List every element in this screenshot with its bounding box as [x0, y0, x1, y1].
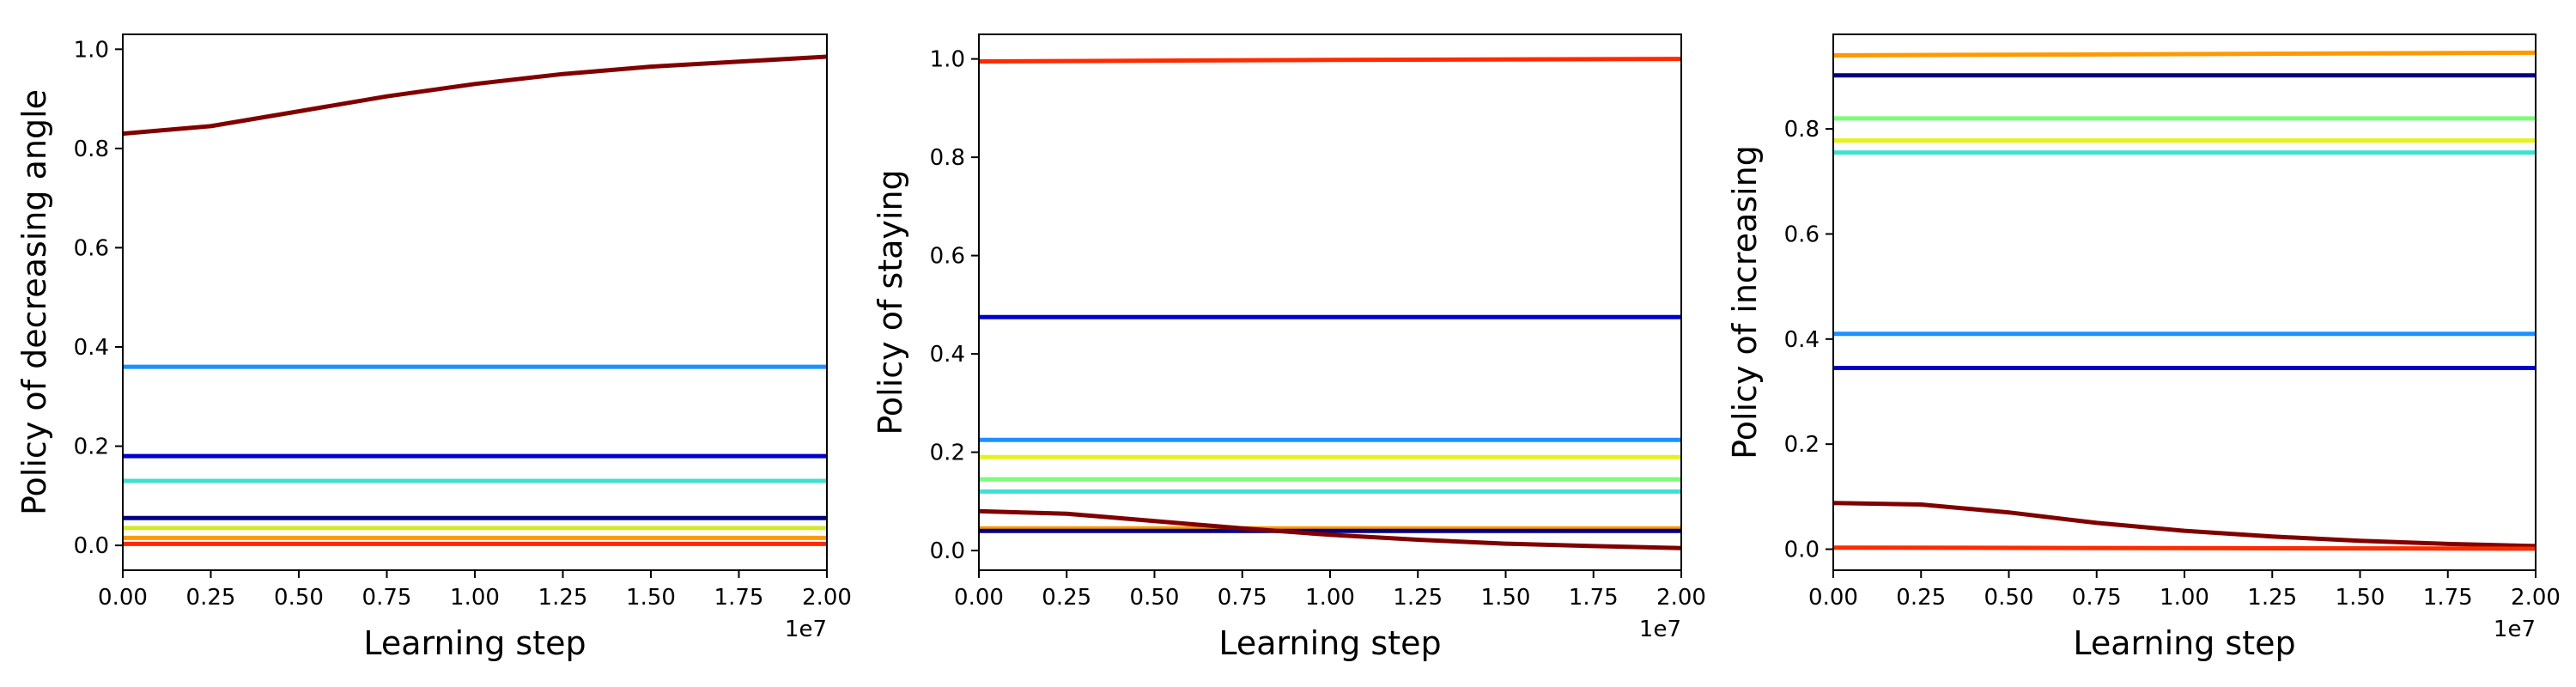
y-tick-label: 0.2 — [930, 441, 965, 466]
y-axis-label: Policy of staying — [872, 169, 909, 435]
x-tick-label: 2.00 — [802, 585, 852, 611]
x-axis-label: Learning step — [1218, 624, 1441, 662]
series-line-1 — [979, 57, 1681, 64]
x-tick-label: 1.00 — [1305, 585, 1355, 611]
x-tick-label: 1.50 — [1481, 585, 1531, 611]
y-tick-label: 1.0 — [74, 37, 109, 63]
x-tick-label: 0.25 — [1042, 585, 1091, 611]
x-tick-label: 0.75 — [1218, 585, 1267, 611]
x-tick-label: 1.50 — [626, 585, 676, 611]
plot-frame — [1832, 33, 2537, 571]
y-tick-label: 0.4 — [930, 342, 965, 368]
x-offset-label: 1e7 — [2494, 617, 2536, 642]
y-tick-label: 0.8 — [930, 145, 965, 171]
y-tick-label: 0.0 — [930, 538, 965, 564]
x-tick-label: 1.00 — [450, 585, 500, 611]
series-line-1 — [123, 54, 827, 137]
x-tick-label: 0.75 — [2072, 585, 2122, 611]
x-tick-label: 0.50 — [274, 585, 324, 611]
x-tick-label: 1.25 — [1393, 585, 1443, 611]
y-tick-label: 0.6 — [1784, 222, 1820, 247]
y-tick-label: 0.6 — [930, 244, 965, 270]
x-tick-label: 0.50 — [1984, 585, 2034, 611]
y-tick-label: 0.0 — [74, 533, 109, 559]
x-tick-label: 0.75 — [362, 585, 412, 611]
series-line-8 — [1833, 501, 2536, 549]
y-axis-label: Policy of decreasing angle — [15, 89, 53, 515]
x-tick-label: 0.25 — [1896, 585, 1946, 611]
x-tick-label: 2.00 — [1656, 585, 1706, 611]
x-offset-label: 1e7 — [785, 617, 827, 642]
series-group — [1833, 50, 2536, 551]
chart-panel-2: 0.00 0.25 0.50 0.75 1.00 1.25 1.50 1.75 2.00 0.0 0… — [872, 33, 1706, 662]
series-group — [979, 57, 1681, 550]
plot-frame — [122, 33, 828, 571]
x-offset-label: 1e7 — [1639, 617, 1681, 642]
x-tick-label: 1.25 — [538, 585, 588, 611]
x-tick-label: 1.75 — [2423, 585, 2473, 611]
y-tick-label: 0.2 — [1784, 432, 1820, 458]
x-tick-label: 1.75 — [1569, 585, 1619, 611]
x-tick-label: 1.25 — [2247, 585, 2297, 611]
y-tick-label: 0.0 — [1784, 538, 1820, 563]
series-line-1 — [1833, 50, 2536, 58]
y-tick-label: 0.8 — [1784, 117, 1820, 143]
y-tick-label: 0.4 — [1784, 327, 1820, 353]
y-tick-label: 0.8 — [74, 137, 109, 162]
x-tick-label: 1.00 — [2160, 585, 2209, 611]
series-line-9 — [1833, 545, 2536, 551]
y-tick-label: 1.0 — [930, 47, 965, 73]
chart-panel-3: 0.00 0.25 0.50 0.75 1.00 1.25 1.50 1.75 2.00 0.0 0… — [1726, 33, 2561, 662]
x-tick-label: 0.00 — [1808, 585, 1858, 611]
x-tick-label: 1.50 — [2336, 585, 2385, 611]
x-axis-label: Learning step — [363, 624, 586, 662]
y-axis-label: Policy of increasing — [1726, 145, 1764, 459]
series-line-9 — [979, 508, 1681, 550]
x-tick-label: 0.00 — [954, 585, 1004, 611]
x-tick-label: 0.25 — [186, 585, 236, 611]
x-tick-label: 1.75 — [714, 585, 764, 611]
x-axis-label: Learning step — [2073, 624, 2295, 662]
x-tick-label: 0.50 — [1130, 585, 1180, 611]
x-tick-label: 2.00 — [2511, 585, 2561, 611]
y-tick-label: 0.6 — [74, 235, 109, 261]
y-tick-label: 0.2 — [74, 435, 109, 460]
x-tick-label: 0.00 — [98, 585, 148, 611]
chart-panel-1: 0.00 0.25 0.50 0.75 1.00 1.25 1.50 1.75 2.00 0.0 0… — [15, 33, 852, 662]
series-group — [123, 54, 827, 546]
y-tick-label: 0.4 — [74, 335, 109, 361]
